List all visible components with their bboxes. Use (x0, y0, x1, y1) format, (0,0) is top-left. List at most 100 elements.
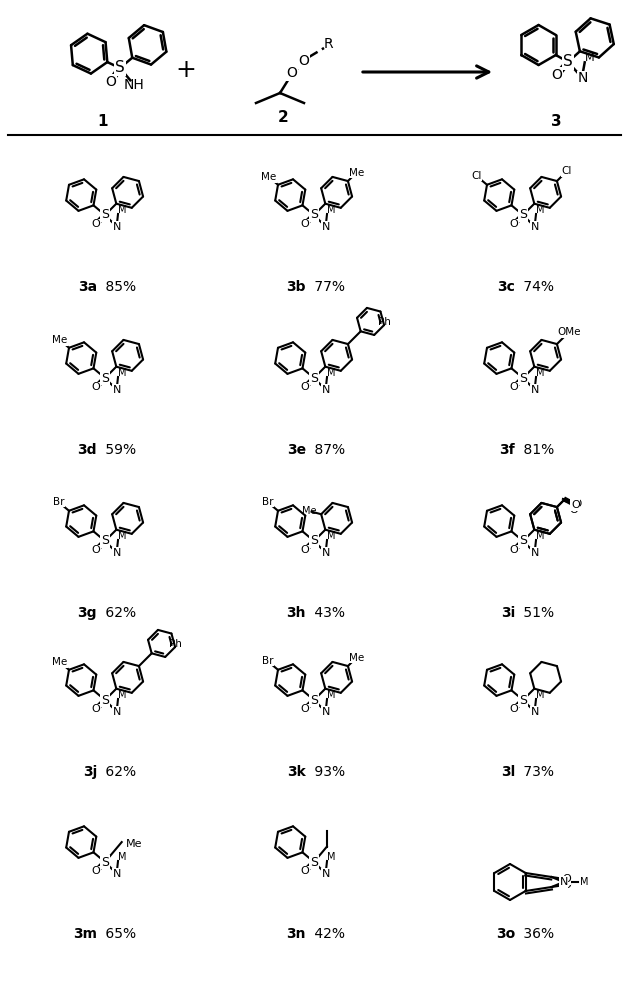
Text: S: S (519, 209, 527, 222)
Text: 3i: 3i (501, 606, 515, 620)
Text: O: O (91, 545, 100, 555)
Text: O: O (91, 219, 100, 229)
Text: S: S (310, 856, 318, 868)
Text: 62%: 62% (101, 606, 136, 620)
Text: N: N (322, 222, 330, 232)
Text: Br: Br (262, 497, 273, 507)
Text: O: O (91, 704, 100, 714)
Text: O: O (509, 219, 518, 229)
Text: 59%: 59% (101, 443, 136, 457)
Text: M: M (327, 531, 335, 541)
Text: 3d: 3d (77, 443, 97, 457)
Text: O: O (571, 500, 580, 510)
Text: M: M (327, 690, 335, 700)
Text: O: O (105, 75, 116, 89)
Text: O: O (301, 866, 309, 876)
Text: O: O (509, 545, 518, 555)
Text: S: S (519, 371, 527, 384)
Text: N: N (113, 869, 121, 879)
Text: S: S (519, 534, 527, 548)
Text: N: N (531, 707, 539, 717)
Text: 85%: 85% (101, 280, 136, 294)
Text: M: M (327, 852, 335, 862)
Text: M: M (118, 368, 126, 378)
Text: Cl: Cl (562, 166, 572, 176)
Text: M: M (327, 205, 335, 215)
Text: Me: Me (349, 168, 364, 178)
Text: N: N (531, 548, 539, 558)
Text: 42%: 42% (310, 927, 345, 941)
Text: M: M (536, 368, 544, 378)
Text: Me: Me (261, 172, 276, 182)
Text: 3c: 3c (497, 280, 515, 294)
Text: 3a: 3a (78, 280, 97, 294)
Text: M: M (536, 531, 544, 541)
Text: S: S (310, 694, 318, 706)
Text: Me: Me (303, 506, 317, 516)
Text: S: S (310, 209, 318, 222)
Text: N: N (577, 71, 588, 85)
Text: S: S (101, 371, 109, 384)
Text: 1: 1 (97, 114, 108, 129)
Text: M: M (585, 53, 594, 63)
Text: 3o: 3o (496, 927, 515, 941)
Text: 3k: 3k (287, 765, 306, 779)
Text: Cl: Cl (471, 171, 481, 181)
Text: 3g: 3g (77, 606, 97, 620)
Text: O: O (91, 866, 100, 876)
Text: O: O (562, 880, 571, 890)
Text: S: S (563, 54, 573, 70)
Text: 77%: 77% (310, 280, 345, 294)
Text: O: O (562, 874, 571, 884)
Text: S: S (101, 694, 109, 706)
Text: 65%: 65% (101, 927, 136, 941)
Text: 3e: 3e (287, 443, 306, 457)
Text: OMe: OMe (557, 327, 581, 337)
Text: 2: 2 (277, 110, 288, 125)
Text: S: S (101, 856, 109, 868)
Text: N: N (322, 548, 330, 558)
Text: S: S (101, 209, 109, 222)
Text: 3f: 3f (499, 443, 515, 457)
Text: M: M (536, 690, 544, 700)
Text: 3l: 3l (501, 765, 515, 779)
Text: O: O (552, 68, 562, 82)
Text: O: O (287, 66, 298, 80)
Text: O: O (299, 54, 309, 68)
Text: 3m: 3m (73, 927, 97, 941)
Text: NH: NH (124, 78, 145, 92)
Text: Me: Me (126, 839, 142, 849)
Text: M: M (118, 205, 126, 215)
Text: 3: 3 (550, 114, 561, 129)
Text: 3h: 3h (286, 606, 306, 620)
Text: Me: Me (52, 657, 67, 667)
Text: N: N (322, 707, 330, 717)
Text: S: S (115, 60, 125, 76)
Text: Me: Me (52, 335, 67, 345)
Text: M: M (118, 690, 126, 700)
Text: S: S (519, 694, 527, 706)
Text: N: N (531, 385, 539, 395)
Text: Ph: Ph (378, 317, 391, 327)
Text: O: O (569, 505, 577, 515)
Text: N: N (113, 385, 121, 395)
Text: O: O (301, 382, 309, 392)
Text: N: N (559, 877, 568, 887)
Text: O: O (301, 545, 309, 555)
Text: M: M (581, 877, 589, 887)
Text: 74%: 74% (519, 280, 554, 294)
Text: N: N (113, 222, 121, 232)
Text: Br: Br (52, 497, 64, 507)
Text: 73%: 73% (519, 765, 554, 779)
Text: +: + (175, 58, 196, 82)
Text: S: S (310, 534, 318, 548)
Text: 43%: 43% (310, 606, 345, 620)
Text: Me: Me (349, 653, 364, 663)
Text: S: S (101, 534, 109, 548)
Text: O: O (574, 499, 582, 509)
Text: O: O (509, 382, 518, 392)
Text: S: S (310, 371, 318, 384)
Text: 51%: 51% (519, 606, 554, 620)
Text: N: N (531, 222, 539, 232)
Text: O: O (301, 219, 309, 229)
